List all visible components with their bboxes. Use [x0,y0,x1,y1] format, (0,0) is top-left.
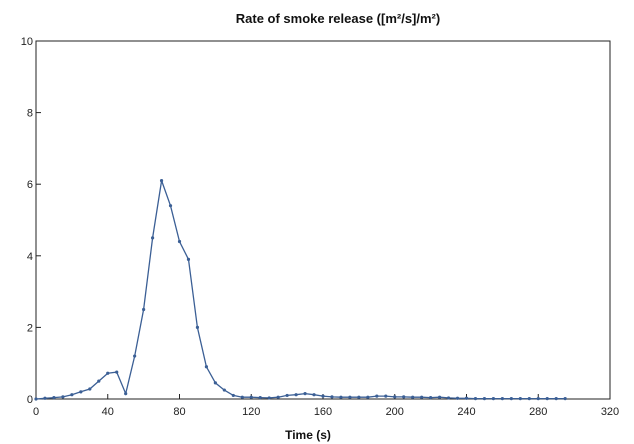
data-point [500,397,504,401]
y-tick-label: 8 [27,108,33,120]
x-tick-label: 160 [314,406,332,418]
data-point [177,239,182,244]
data-point [429,395,433,400]
data-point [339,395,343,399]
data-point [518,397,522,401]
data-point [393,395,397,399]
series-points [34,179,567,401]
data-point [473,397,478,401]
data-point [61,395,65,399]
data-point [258,395,262,400]
y-tick-label: 4 [27,251,33,263]
x-tick-label: 40 [102,406,114,418]
data-point [34,397,38,401]
series-line [35,180,566,400]
x-tick-label: 240 [457,406,475,418]
x-tick-label: 280 [529,406,547,418]
data-point [150,236,155,240]
data-point [115,370,119,374]
data-point [52,395,56,400]
data-point [437,395,442,399]
data-point [527,397,531,401]
data-point [79,390,83,394]
data-point [168,204,173,208]
y-tick-label: 0 [27,394,33,406]
data-point [276,395,280,399]
data-point [312,393,316,397]
data-point [97,379,101,383]
data-point [420,395,424,399]
data-point [455,396,460,400]
data-point [186,257,191,261]
data-point [267,396,271,400]
data-point [411,395,415,399]
data-point [384,394,388,398]
data-point [321,394,325,398]
data-point [106,371,110,375]
x-tick-label: 120 [242,406,260,418]
data-point [366,395,370,399]
y-tick-label: 6 [27,179,33,191]
data-point [545,397,549,401]
x-tick-label: 200 [386,406,404,418]
data-point [195,325,200,329]
data-point [348,395,352,399]
data-point [536,397,540,401]
data-point [133,354,137,358]
data-point [554,397,558,401]
data-point [222,388,226,392]
data-point [142,307,146,312]
data-point [464,396,469,400]
data-point [294,393,298,397]
data-point [285,393,289,398]
data-point [124,392,128,396]
data-point [357,395,361,399]
y-tick-label: 10 [21,36,33,48]
data-point [303,392,307,396]
data-point [70,393,74,397]
data-point [482,397,487,401]
y-tick-label: 2 [27,322,33,334]
data-point [446,396,451,400]
data-point [491,397,496,401]
data-point [231,393,235,398]
x-axis: 0 40 80 120 160 200 240 280 320 [33,394,619,418]
data-point [249,395,253,399]
data-point [563,397,567,401]
data-point [402,395,406,399]
data-point [330,395,334,399]
y-axis: 0 2 4 6 8 10 [21,36,41,406]
data-point [204,365,209,369]
data-point [213,381,217,385]
x-axis-label: Time (s) [285,428,331,442]
plot-area-frame [35,40,611,400]
x-tick-label: 0 [33,406,39,418]
x-tick-label: 320 [601,406,619,418]
x-tick-label: 80 [173,406,185,418]
chart-title: Rate of smoke release ([m²/s]/m²) [236,11,440,26]
data-point [43,396,47,400]
data-point [509,397,513,401]
data-point [159,179,164,183]
data-point [88,387,92,391]
data-point [375,394,379,398]
data-point [240,395,244,399]
